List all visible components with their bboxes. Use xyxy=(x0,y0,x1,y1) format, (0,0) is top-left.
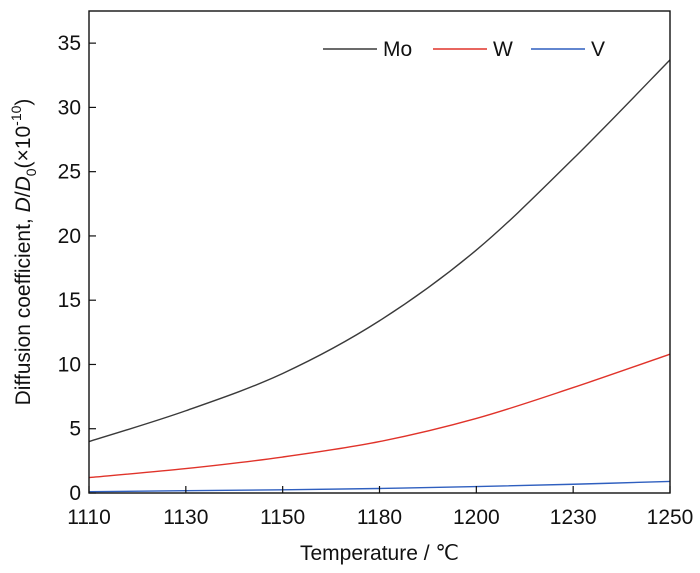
y-axis: 0 5 10 15 20 25 30 35 xyxy=(58,32,96,505)
y-tick-label: 5 xyxy=(69,418,81,441)
y-axis-title-d0: D xyxy=(12,176,35,191)
x-tick-label: 1150 xyxy=(260,506,305,529)
y-axis-title-paren-close: ) xyxy=(12,99,35,106)
y-tick-label: 25 xyxy=(58,161,81,184)
plot-frame xyxy=(88,10,671,494)
x-tick-label: 1200 xyxy=(453,506,500,529)
y-axis-title-exponent: -10 xyxy=(8,105,24,125)
x-tick-label: 1180 xyxy=(357,506,402,529)
y-tick-label: 15 xyxy=(58,289,81,312)
legend-label-w: W xyxy=(493,38,513,61)
series-line-mo xyxy=(88,59,671,443)
series-line-w xyxy=(88,353,671,479)
y-tick-label: 20 xyxy=(58,225,81,248)
x-tick-label: 1230 xyxy=(550,506,597,529)
y-axis-title-prefix: Diffusion coefficient, xyxy=(12,212,35,405)
y-tick-label: 0 xyxy=(69,482,81,505)
legend: Mo W V xyxy=(323,38,605,61)
y-axis-title-d: D xyxy=(12,197,35,212)
y-axis-title-subscript: 0 xyxy=(23,168,39,176)
y-axis-title-paren-open: (×10 xyxy=(12,126,35,169)
y-tick-label: 35 xyxy=(58,32,81,55)
x-axis: 1110 1130 1150 1180 1200 1230 1250 xyxy=(67,486,693,529)
y-axis-title-slash: / xyxy=(12,191,35,197)
y-axis-title: Diffusion coefficient, D/D0(×10-10) xyxy=(8,99,39,406)
series-layer xyxy=(88,59,671,493)
legend-label-v: V xyxy=(591,38,605,61)
y-tick-label: 30 xyxy=(58,96,81,119)
y-tick-label: 10 xyxy=(58,353,81,376)
legend-label-mo: Mo xyxy=(383,38,412,61)
x-tick-label: 1130 xyxy=(163,506,208,529)
x-tick-label: 1110 xyxy=(67,506,111,529)
x-tick-label: 1250 xyxy=(647,506,694,529)
x-axis-title: Temperature / ℃ xyxy=(300,542,459,565)
